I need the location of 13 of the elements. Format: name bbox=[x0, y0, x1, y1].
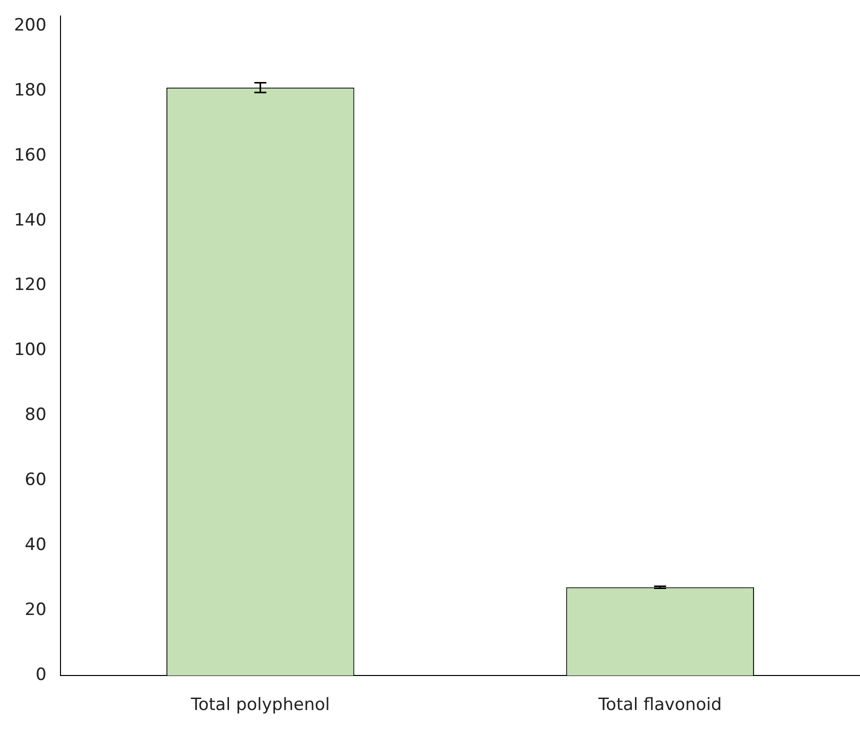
y-tick-label: 40 bbox=[24, 535, 46, 556]
y-tick-label: 0 bbox=[36, 665, 46, 686]
y-tick-label: 100 bbox=[14, 340, 46, 360]
y-tick-label: 60 bbox=[24, 470, 46, 490]
y-tick-label: 20 bbox=[24, 600, 46, 620]
y-tick-label: 160 bbox=[14, 145, 46, 166]
y-tick-label: 180 bbox=[14, 80, 46, 100]
y-tick-label: 140 bbox=[14, 210, 46, 230]
y-tick-label: 120 bbox=[14, 275, 46, 296]
y-tick-label: 80 bbox=[24, 405, 46, 426]
y-tick-label: 200 bbox=[14, 15, 46, 36]
x-tick-label: Total flavonoid bbox=[597, 695, 722, 716]
x-tick-label: Total polyphenol bbox=[190, 695, 330, 716]
